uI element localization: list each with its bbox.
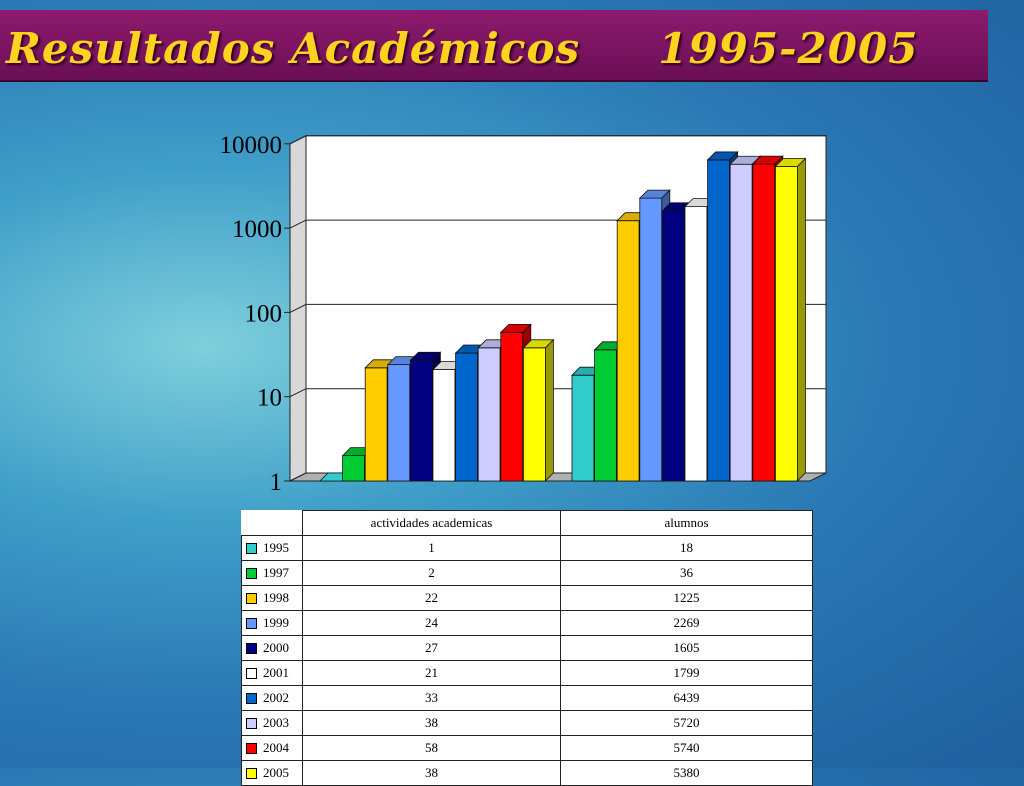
y-tick-label: 1000: [232, 216, 282, 243]
legend-cell: 2003: [241, 710, 303, 736]
legend-swatch: [246, 693, 257, 704]
legend-cell: 1999: [241, 610, 303, 636]
value-cell: 1: [302, 535, 561, 561]
value-cell: 6439: [560, 685, 813, 711]
legend-label: 2002: [263, 690, 289, 706]
legend-swatch: [246, 543, 257, 554]
table-row: 1997 2 36: [241, 560, 813, 586]
value-cell: 27: [302, 635, 561, 661]
legend-label: 1999: [263, 615, 289, 631]
bar-front: [432, 369, 456, 482]
legend-cell: 2004: [241, 735, 303, 761]
bar-front: [594, 349, 617, 482]
legend-cell: 1997: [241, 560, 303, 586]
value-cell: 33: [302, 685, 561, 711]
category-label: actividades academicas: [302, 510, 561, 536]
legend-swatch: [246, 593, 257, 604]
legend-swatch: [246, 718, 257, 729]
bar: [522, 338, 555, 482]
legend-label: 1995: [263, 540, 289, 556]
value-cell: 58: [302, 735, 561, 761]
bar-side: [797, 157, 806, 482]
bar-front: [662, 210, 685, 482]
value-cell: 1799: [560, 660, 813, 686]
legend-cell: 2000: [241, 635, 303, 661]
value-cell: 38: [302, 710, 561, 736]
legend-cell: 1998: [241, 585, 303, 611]
table-row: 2003 38 5720: [241, 710, 813, 736]
bar-front: [752, 163, 776, 482]
data-table: actividades academicas alumnos 1995 1 18 1997…: [241, 510, 813, 786]
value-cell: 5740: [560, 735, 813, 761]
legend-cell: 2002: [241, 685, 303, 711]
value-cell: 18: [560, 535, 813, 561]
bar-chart: 1 10 100 1000 10000: [220, 132, 827, 496]
bar-front: [707, 159, 730, 482]
table-row: 1999 24 2269: [241, 610, 813, 636]
bar-front: [500, 331, 524, 482]
legend-swatch: [246, 768, 257, 779]
category-label: alumnos: [560, 510, 813, 536]
legend-label: 1997: [263, 565, 289, 581]
bar-front: [477, 347, 501, 482]
title-bar: Resultados Académicos 1995-2005: [0, 10, 988, 82]
bar-front: [684, 206, 708, 482]
bar-front: [342, 455, 366, 482]
table-row: 2004 58 5740: [241, 735, 813, 761]
table-row: 2000 27 1605: [241, 635, 813, 661]
value-cell: 2269: [560, 610, 813, 636]
value-cell: 36: [560, 560, 813, 586]
legend-label: 2004: [263, 740, 289, 756]
legend-label: 2000: [263, 640, 289, 656]
bar-front: [729, 163, 753, 482]
bar-front: [523, 347, 546, 482]
value-cell: 2: [302, 560, 561, 586]
table-row: 2005 38 5380: [241, 760, 813, 786]
table-row: 1998 22 1225: [241, 585, 813, 611]
table-row: 2002 33 6439: [241, 685, 813, 711]
value-cell: 1225: [560, 585, 813, 611]
y-tick-label: 1: [270, 469, 283, 496]
legend-label: 2001: [263, 665, 289, 681]
value-cell: 5720: [560, 710, 813, 736]
value-cell: 5380: [560, 760, 813, 786]
value-cell: 38: [302, 760, 561, 786]
bar-front: [455, 352, 479, 482]
gridline: [289, 135, 826, 145]
y-tick-label: 100: [245, 300, 283, 327]
legend-label: 1998: [263, 590, 289, 606]
bar-front: [387, 364, 411, 482]
legend-swatch: [246, 618, 257, 629]
bar-front: [639, 197, 663, 482]
bar-front: [364, 367, 388, 482]
value-cell: 24: [302, 610, 561, 636]
bar-front: [409, 359, 433, 482]
value-cell: 22: [302, 585, 561, 611]
value-cell: 1605: [560, 635, 813, 661]
legend-swatch: [246, 668, 257, 679]
bar-side: [545, 338, 554, 482]
table-corner-cell: [242, 511, 303, 536]
bar-front: [775, 166, 798, 482]
legend-cell: 2001: [241, 660, 303, 686]
legend-swatch: [246, 743, 257, 754]
legend-swatch: [246, 568, 257, 579]
legend-cell: 2005: [241, 760, 303, 786]
slide-title: Resultados Académicos 1995-2005: [6, 24, 919, 73]
value-cell: 21: [302, 660, 561, 686]
legend-cell: 1995: [241, 535, 303, 561]
bar-front: [571, 374, 595, 482]
table-row: 1995 1 18: [241, 535, 813, 561]
bar: [774, 157, 807, 482]
y-tick-label: 10000: [220, 132, 283, 159]
bar-front: [616, 220, 640, 482]
legend-swatch: [246, 643, 257, 654]
y-tick-label: 10: [257, 385, 282, 412]
table-header-row: actividades academicas alumnos: [242, 510, 813, 536]
legend-label: 2003: [263, 715, 289, 731]
bar: [706, 150, 739, 482]
table-row: 2001 21 1799: [241, 660, 813, 686]
